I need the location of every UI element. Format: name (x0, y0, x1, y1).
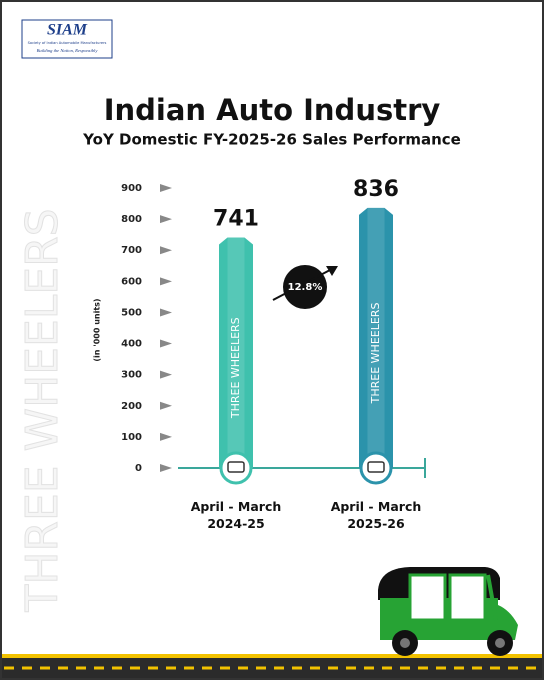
road-edge (2, 654, 542, 658)
bar-icon (219, 451, 253, 485)
bar-icon (359, 451, 393, 485)
rickshaw (378, 567, 518, 656)
value-label: 741 (213, 206, 259, 231)
tick-mark (160, 370, 172, 379)
bar (219, 237, 253, 468)
y-tick-label: 100 (121, 432, 142, 443)
bar-label: THREE WHEELERS (229, 317, 242, 419)
bar-highlight (367, 207, 385, 468)
growth-label: 12.8% (288, 282, 323, 293)
y-tick-label: 500 (121, 307, 142, 318)
y-tick-label: 700 (121, 245, 142, 256)
tick-mark (160, 246, 172, 255)
chart-title: Indian Auto Industry (104, 93, 441, 127)
tick-mark (160, 401, 172, 410)
chart-subtitle: YoY Domestic FY-2025-26 Sales Performanc… (82, 131, 461, 149)
y-tick-label: 800 (121, 214, 142, 225)
tick-mark (160, 308, 172, 317)
logo-tagline: Building the Nation, Responsibly (37, 48, 99, 54)
bar-icon-glyph (227, 461, 245, 473)
bar-label: THREE WHEELERS (369, 303, 382, 405)
bar-highlight (227, 237, 245, 468)
tick-mark (160, 277, 172, 286)
tick-mark (160, 339, 172, 348)
value-label: 836 (353, 177, 399, 202)
y-tick-label: 600 (121, 276, 142, 287)
x-tick-label: April - March 2025-26 (330, 499, 422, 531)
logo-full-name: Society of Indian Automobile Manufacture… (28, 41, 107, 45)
watermark: THREE WHEELERS (17, 208, 68, 612)
growth-arrow-head (326, 266, 338, 276)
logo-box (21, 19, 113, 59)
tick-mark (160, 184, 172, 192)
bar (359, 207, 393, 468)
tick-mark (160, 464, 172, 472)
bar-icon-glyph (367, 461, 385, 473)
y-tick-label: 400 (121, 339, 142, 350)
logo-name: SIAM (47, 22, 88, 39)
growth-arrow (272, 269, 331, 301)
x-tick-label: April - March 2024-25 (190, 499, 282, 531)
y-tick-label: 0 (135, 463, 142, 474)
growth-badge (283, 265, 327, 309)
y-tick-label: 300 (121, 370, 142, 381)
tick-mark (160, 215, 172, 224)
y-tick-label: 900 (121, 183, 142, 194)
y-tick-label: 200 (121, 401, 142, 412)
tick-mark (160, 432, 172, 441)
y-axis-label: (in '000 units) (93, 298, 102, 361)
